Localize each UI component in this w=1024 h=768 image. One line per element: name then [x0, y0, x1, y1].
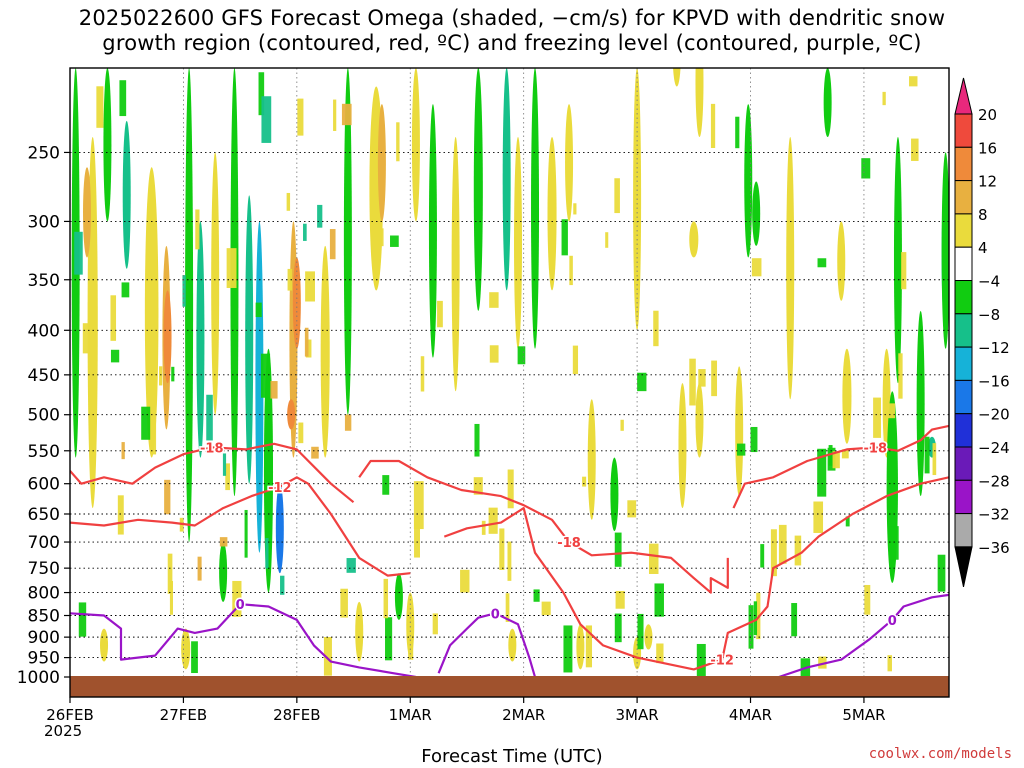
grid-lines	[70, 68, 949, 697]
freezing-level-contour-7	[778, 593, 949, 679]
x-tick-label: 3MAR	[616, 706, 659, 724]
chart-title-line2: growth region (contoured, red, ºC) and f…	[102, 31, 922, 55]
colorbar-tick-label: −32	[978, 506, 1010, 524]
y-tick-label: 700	[28, 533, 60, 553]
dgz-contour-2	[358, 459, 729, 594]
y-tick-label: 450	[28, 366, 60, 386]
x-tick-label: 26FEB	[46, 706, 93, 724]
colorbar-tick-label: −28	[978, 472, 1010, 490]
colorbar-tick-label: −24	[978, 439, 1010, 457]
chart-title: 2025022600 GFS Forecast Omega (shaded, −…	[0, 6, 1024, 56]
x-tick-label: 28FEB	[273, 706, 320, 724]
ground-terrain	[70, 676, 949, 697]
colorbar-tick-label: 4	[978, 239, 988, 257]
chart-title-line1: 2025022600 GFS Forecast Omega (shaded, −…	[78, 6, 946, 30]
y-tick-label: 900	[28, 628, 60, 648]
dgz-contour-4	[732, 424, 949, 509]
contour-label: -18	[200, 441, 224, 456]
y-tick-label: 600	[28, 475, 60, 495]
dgz-contour-0	[70, 442, 355, 504]
colorbar-tick-label: −16	[978, 372, 1010, 390]
y-tick-label: 750	[28, 559, 60, 579]
contour-label: -18	[557, 536, 581, 551]
source-credit: coolwx.com/models	[868, 746, 1012, 762]
contour-label: 0	[236, 598, 245, 613]
colorbar-tick-label: −4	[978, 273, 1000, 291]
x-tick-label: 2MAR	[502, 706, 545, 724]
y-tick-label: 350	[28, 271, 60, 291]
contour-label: 0	[888, 614, 897, 629]
y-tick-label: 800	[28, 584, 60, 604]
year-label: 2025	[44, 722, 83, 740]
x-axis-title: Forecast Time (UTC)	[421, 746, 603, 767]
dgz-contour-1	[70, 476, 411, 577]
colorbar-tick-label: −12	[978, 339, 1010, 357]
x-tick-label: 5MAR	[842, 706, 885, 724]
contour-lines: -18 -12 -18 -12 -18 0 0 0	[70, 424, 949, 679]
y-tick-label: 950	[28, 649, 60, 669]
colorbar-tick-label: 16	[978, 139, 997, 157]
colorbar: 20 16 12 8 4 −4 −8 −12 −16 −20 −24 −28 −32 −36	[954, 77, 1010, 588]
colorbar-tick-label: 8	[978, 206, 988, 224]
colorbar-tick-label: 12	[978, 173, 997, 191]
contour-label: -18	[864, 441, 888, 456]
x-tick-label: 4MAR	[729, 706, 772, 724]
y-tick-label: 550	[28, 442, 60, 462]
contour-label: -12	[710, 654, 734, 669]
y-tick-label: 650	[28, 505, 60, 525]
y-tick-label: 300	[28, 212, 60, 232]
y-tick-label: 250	[28, 143, 60, 163]
contour-label: -12	[268, 481, 292, 496]
freezing-level-contour-6	[437, 612, 537, 678]
x-tick-label: 1MAR	[389, 706, 432, 724]
x-tick-label: 27FEB	[160, 706, 207, 724]
y-tick-label: 850	[28, 607, 60, 627]
colorbar-tick-label: −20	[978, 406, 1010, 424]
y-tick-label: 1000	[17, 668, 60, 688]
contour-label: 0	[491, 607, 500, 622]
x-axis: 26FEB 27FEB 28FEB 1MAR 2MAR 3MAR 4MAR 5MAR	[46, 697, 886, 724]
freezing-level-contour-5	[70, 603, 417, 679]
colorbar-tick-label: 20	[978, 106, 997, 124]
dgz-contour-3	[443, 476, 949, 671]
y-axis: 2503003504004505005506006507007508008509…	[17, 143, 70, 688]
plot-frame	[69, 67, 950, 698]
colorbar-tick-label: −8	[978, 306, 1000, 324]
y-tick-label: 400	[28, 321, 60, 341]
colorbar-tick-label: −36	[978, 539, 1010, 557]
y-tick-label: 500	[28, 406, 60, 426]
